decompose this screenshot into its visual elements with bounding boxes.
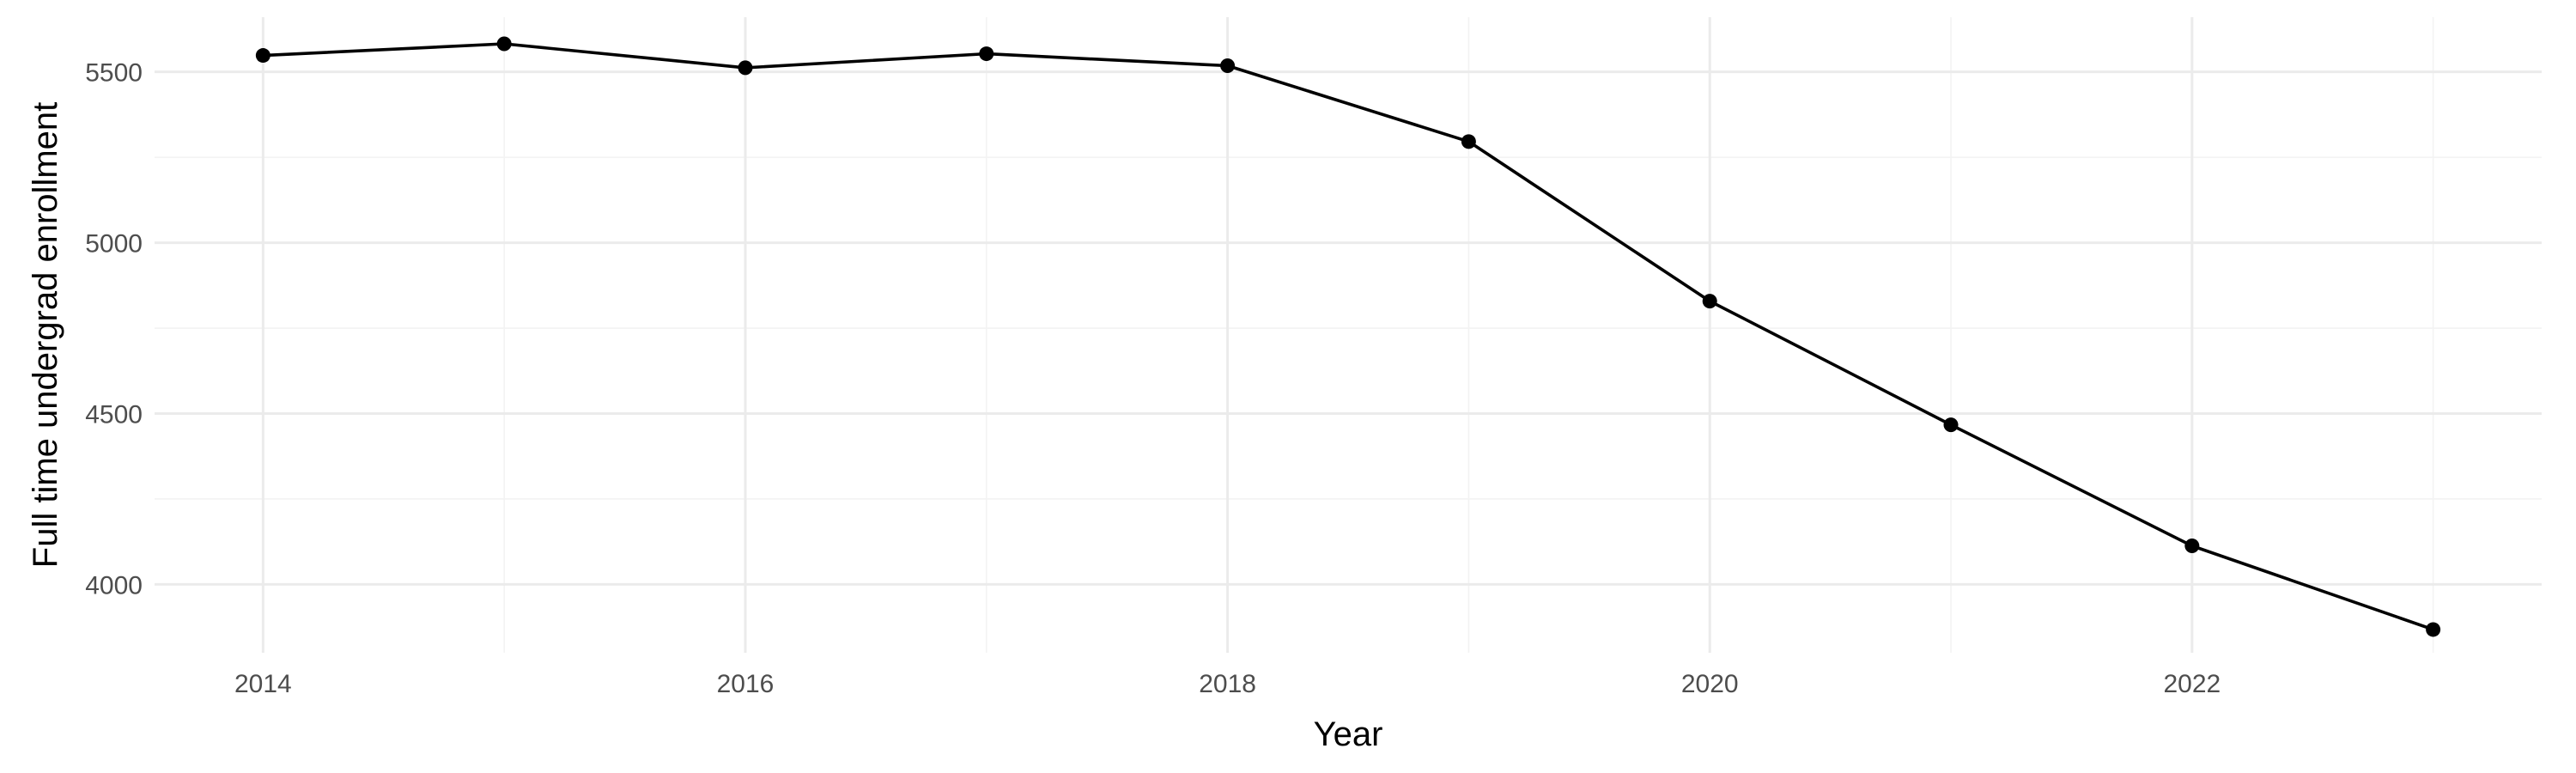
data-point [738, 60, 753, 76]
data-point [2184, 538, 2200, 553]
data-point [1943, 417, 1959, 433]
data-point [1461, 134, 1476, 149]
x-tick-label: 2018 [1199, 670, 1256, 698]
x-tick-label: 2014 [234, 670, 292, 698]
data-point [2426, 622, 2441, 637]
tick-labels: 4000 4500 5000 5500 2014 2016 2018 2020 2022 [85, 59, 2221, 698]
y-tick-label: 4500 [85, 401, 143, 429]
data-point [979, 46, 994, 62]
series-line [263, 42, 2434, 631]
points-layer [255, 36, 2441, 637]
x-tick-label: 2022 [2163, 670, 2221, 698]
data-point [1220, 58, 1236, 73]
x-tick-label: 2020 [1681, 670, 1739, 698]
data-point [255, 48, 270, 64]
data-point [1702, 294, 1717, 309]
series-layer [263, 42, 2434, 631]
y-tick-label: 4000 [85, 571, 143, 600]
x-axis-title: Year [1314, 715, 1383, 753]
data-point [496, 36, 512, 52]
x-tick-label: 2016 [717, 670, 775, 698]
y-axis-title: Full time undergrad enrollment [27, 102, 64, 568]
y-tick-label: 5000 [85, 230, 143, 259]
y-tick-label: 5500 [85, 59, 143, 88]
grid [155, 17, 2542, 653]
